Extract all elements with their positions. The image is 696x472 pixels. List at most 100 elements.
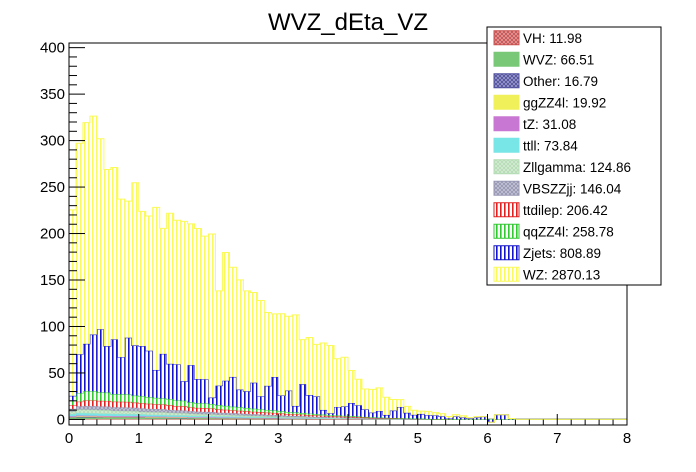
bar	[124, 201, 132, 338]
bar	[306, 337, 314, 396]
x-tick-label: 5	[414, 430, 422, 447]
bar	[271, 410, 279, 413]
bar	[194, 403, 202, 408]
bar	[257, 416, 265, 418]
x-tick-label: 4	[344, 430, 352, 447]
bar	[264, 312, 272, 386]
x-tick-label: 7	[553, 430, 561, 447]
bar	[278, 313, 286, 396]
bar	[257, 409, 265, 413]
bar	[173, 418, 181, 420]
bar	[271, 416, 279, 418]
bar	[438, 413, 446, 417]
bar	[299, 384, 307, 414]
legend-entry: ggZZ4l: 19.92	[523, 95, 606, 110]
bar	[222, 412, 230, 415]
bar	[250, 414, 258, 416]
bar	[145, 403, 153, 409]
bar	[131, 345, 139, 396]
bar	[194, 379, 202, 404]
bar	[145, 215, 153, 351]
bar	[82, 391, 90, 401]
bar	[152, 412, 160, 416]
bar	[250, 292, 258, 383]
bar	[103, 392, 111, 401]
bar	[264, 414, 272, 417]
bar	[69, 405, 76, 409]
bar	[299, 339, 307, 385]
bar	[389, 399, 397, 411]
bar	[473, 417, 481, 420]
bar	[292, 414, 300, 416]
bar	[89, 334, 97, 392]
bar	[89, 406, 97, 410]
bar	[271, 412, 279, 415]
bar	[138, 411, 146, 415]
bar	[75, 409, 83, 414]
bar	[208, 408, 216, 413]
bar	[110, 410, 118, 415]
legend-swatch	[493, 94, 520, 110]
bar	[110, 417, 118, 420]
bar	[236, 407, 244, 411]
bar	[341, 406, 348, 416]
bar	[299, 416, 307, 418]
bar	[250, 415, 258, 418]
bar	[215, 412, 223, 415]
bar	[180, 400, 188, 407]
bar	[194, 416, 202, 418]
bar	[229, 410, 237, 414]
bar	[215, 385, 223, 406]
bar	[271, 313, 279, 378]
bar	[173, 413, 181, 416]
bar	[222, 405, 230, 410]
bar	[131, 411, 139, 415]
bar	[452, 416, 460, 420]
bar	[124, 401, 132, 408]
bar	[236, 389, 244, 408]
bar	[117, 394, 125, 402]
bar	[96, 410, 104, 414]
bar	[320, 343, 328, 410]
bar	[257, 300, 265, 397]
bar	[201, 236, 209, 380]
bar	[110, 339, 118, 395]
bar	[368, 389, 376, 413]
bar	[292, 405, 300, 413]
bar	[89, 116, 97, 335]
bar	[124, 411, 132, 415]
bar	[201, 416, 209, 418]
x-tick-label: 0	[65, 430, 73, 447]
bar	[396, 399, 404, 408]
bar	[243, 413, 251, 416]
bar	[166, 405, 174, 410]
legend-swatch	[493, 30, 520, 46]
bar	[327, 413, 335, 416]
y-tick-label: 50	[48, 365, 65, 382]
bar	[229, 376, 237, 407]
y-tick-label: 200	[40, 226, 65, 243]
bar	[187, 411, 195, 414]
bar	[375, 387, 383, 412]
bar	[306, 415, 314, 417]
bar	[348, 370, 355, 404]
bar	[410, 414, 418, 419]
bar	[180, 221, 188, 382]
bar	[431, 412, 439, 416]
legend: VH: 11.98 WVZ: 66.51 Other: 16.79 ggZZ4l: 1…	[486, 26, 662, 286]
bar	[438, 416, 446, 420]
bar	[187, 402, 195, 408]
bar	[89, 417, 97, 420]
bar	[145, 397, 153, 404]
bar	[250, 411, 258, 415]
legend-entry: ttdilep: 206.42	[523, 203, 608, 218]
bar	[382, 414, 390, 418]
bar	[208, 397, 216, 405]
bar	[215, 290, 223, 386]
bar	[96, 329, 104, 393]
bar	[243, 415, 251, 418]
bar	[82, 406, 90, 410]
bar	[173, 415, 181, 417]
bar	[320, 415, 328, 418]
bar	[82, 122, 90, 344]
